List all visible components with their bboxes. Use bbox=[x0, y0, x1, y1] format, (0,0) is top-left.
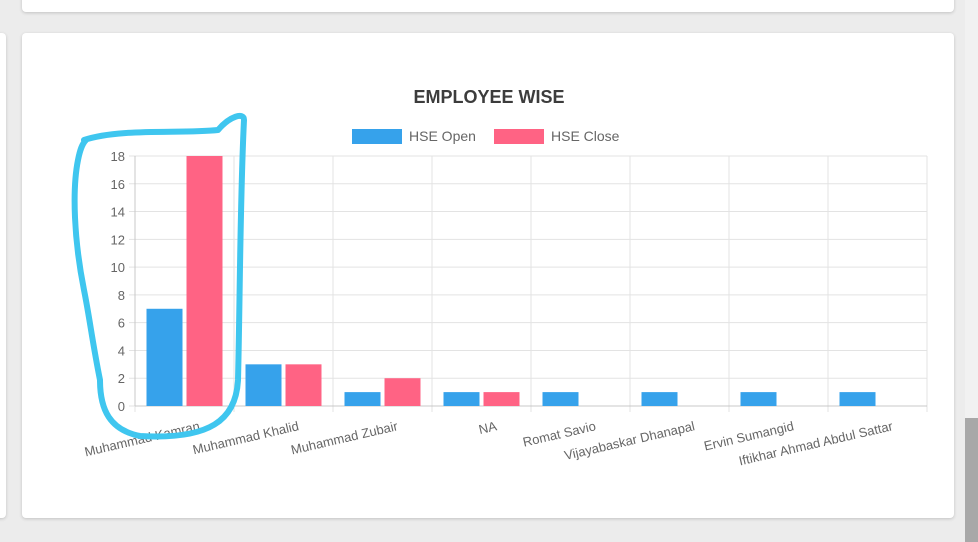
x-tick-label: Muhammad Zubair bbox=[289, 418, 399, 457]
y-tick-label: 18 bbox=[111, 149, 125, 164]
bar-hse-open-3 bbox=[443, 392, 480, 406]
highlight-annotation bbox=[71, 112, 247, 440]
y-tick-label: 16 bbox=[111, 177, 125, 192]
bar-hse-close-3 bbox=[483, 392, 520, 406]
chart-bars bbox=[146, 156, 876, 406]
bar-hse-open-0 bbox=[146, 308, 183, 406]
legend-label-1: HSE Close bbox=[551, 128, 620, 144]
x-tick-label: NA bbox=[477, 418, 498, 437]
bar-hse-open-7 bbox=[839, 392, 876, 406]
bar-hse-close-1 bbox=[285, 364, 322, 406]
y-tick-label: 12 bbox=[111, 232, 125, 247]
legend-swatch-0 bbox=[352, 129, 402, 144]
bar-hse-open-6 bbox=[740, 392, 777, 406]
y-tick-label: 2 bbox=[118, 371, 125, 386]
bar-hse-open-4 bbox=[542, 392, 579, 406]
x-tick-label: Muhammad Khalid bbox=[191, 418, 300, 457]
y-tick-label: 0 bbox=[118, 399, 125, 414]
bar-hse-open-1 bbox=[245, 364, 282, 406]
left-card bbox=[0, 33, 6, 518]
bar-hse-open-5 bbox=[641, 392, 678, 406]
bar-hse-close-2 bbox=[384, 378, 421, 406]
bar-hse-close-0 bbox=[186, 156, 223, 406]
y-tick-label: 4 bbox=[118, 343, 125, 358]
legend-swatch-1 bbox=[494, 129, 544, 144]
chart-legend: HSE Open HSE Close bbox=[352, 128, 620, 144]
y-tick-label: 6 bbox=[118, 316, 125, 331]
y-axis-ticks: 0 2 4 6 8 10 12 14 16 18 bbox=[111, 149, 125, 414]
y-tick-label: 8 bbox=[118, 288, 125, 303]
scrollbar-thumb[interactable] bbox=[965, 418, 978, 542]
bar-hse-open-2 bbox=[344, 392, 381, 406]
top-card bbox=[22, 0, 954, 12]
chart-title: EMPLOYEE WISE bbox=[413, 87, 564, 107]
y-tick-label: 14 bbox=[111, 205, 125, 220]
highlight-outline bbox=[71, 112, 247, 440]
legend-label-0: HSE Open bbox=[409, 128, 476, 144]
y-tick-label: 10 bbox=[111, 260, 125, 275]
vertical-scrollbar[interactable] bbox=[965, 0, 978, 542]
